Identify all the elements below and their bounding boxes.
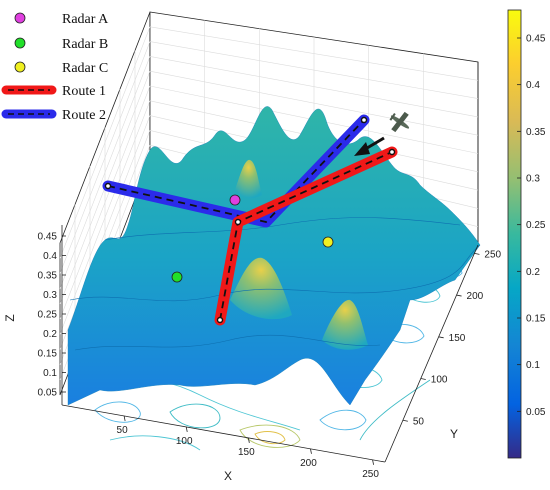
route-endpoint	[360, 116, 368, 124]
route-endpoint	[234, 218, 242, 226]
colorbar-tick-label: 0.05	[526, 407, 546, 418]
radar-c-marker	[322, 236, 334, 248]
colorbar-tick-label: 0.4	[526, 80, 540, 91]
y-tick-label: 150	[449, 333, 466, 344]
z-tick-label: 0.15	[38, 349, 58, 360]
colorbar-tick-label: 0.15	[526, 314, 546, 325]
radar-a-marker	[229, 194, 241, 206]
radar-b-marker	[171, 271, 183, 283]
y-tick-label: 100	[431, 375, 448, 386]
colorbar-tick-label: 0.3	[526, 174, 540, 185]
x-axis-label: X	[224, 469, 232, 483]
legend-radar-c-marker	[14, 61, 26, 73]
colorbar-gradient	[507, 9, 522, 459]
x-tick-label: 50	[117, 425, 129, 436]
z-tick-label: 0.1	[43, 368, 57, 379]
legend-radar-a-marker	[14, 12, 26, 24]
y-tick-mark	[420, 378, 426, 380]
legend-item-route-2: Route 2	[1, 108, 106, 123]
route-2	[102, 114, 370, 228]
surface-fill	[67, 106, 481, 406]
x-tick-mark	[123, 415, 126, 422]
surface-ridge	[104, 217, 461, 241]
y-tick-mark	[474, 252, 480, 255]
legend-route-2-label: Route 2	[62, 108, 106, 123]
z-tick-label: 0.2	[43, 329, 57, 340]
y-tick-mark	[438, 336, 444, 339]
x-tick-mark	[185, 426, 188, 433]
z-tick-label: 0.45	[38, 232, 58, 243]
legend-radar-b-marker	[14, 37, 26, 49]
legend-route-1-label: Route 1	[62, 84, 106, 99]
legend-radar-c-label: Radar C	[62, 61, 108, 76]
legend-item-radar-c: Radar C	[14, 61, 108, 76]
route-endpoints	[104, 116, 396, 324]
colorbar-ticks: 0.05 0.1 0.15 0.2 0.25 0.3 0.35 0.4 0.45	[517, 34, 546, 418]
terrain-surface	[67, 106, 481, 406]
route-endpoint	[388, 148, 396, 156]
x-tick-mark	[372, 459, 374, 465]
z-axis-label: Z	[3, 314, 17, 321]
x-tick-mark	[247, 437, 250, 443]
contour-line	[94, 401, 141, 423]
z-tick-label: 0.4	[43, 251, 57, 262]
surface-ridge	[74, 334, 381, 351]
colorbar-tick-label: 0.25	[526, 220, 546, 231]
contour-line	[239, 424, 301, 448]
x-tick-label: 250	[362, 469, 379, 480]
x-tick-label: 150	[238, 447, 255, 458]
legend-item-route-1: Route 1	[1, 84, 106, 99]
tick-labels: 50 100 150 200 250 50 100 150 200 250 0.05 0.1 0.15 0…	[38, 232, 502, 480]
contour-line	[254, 431, 286, 445]
legend-item-radar-b: Radar B	[14, 37, 108, 52]
y-tick-label: 50	[413, 416, 425, 427]
legend-item-radar-a: Radar A	[14, 12, 109, 27]
surface-ridge	[69, 244, 481, 302]
y-tick-mark	[456, 294, 462, 297]
z-tick-label: 0.3	[43, 290, 57, 301]
front-axes	[61, 225, 479, 463]
x-tick-mark	[310, 448, 312, 454]
colorbar-tick-label: 0.2	[526, 267, 540, 278]
y-tick-mark	[402, 419, 408, 422]
route-2-path	[107, 119, 365, 223]
y-tick-label: 250	[484, 249, 501, 260]
z-tick-label: 0.05	[38, 388, 58, 399]
surface-peak	[322, 299, 368, 350]
x-axis-line	[61, 404, 386, 463]
x-tick-label: 200	[300, 458, 317, 469]
colorbar-tick-label: 0.35	[526, 127, 546, 138]
route-endpoint	[216, 316, 224, 324]
y-axis-line	[384, 244, 479, 463]
surface-peak	[230, 257, 292, 320]
legend-radar-b-label: Radar B	[62, 37, 108, 52]
legend: Radar A Radar B Radar C Route 1 Route 2	[1, 12, 109, 123]
contour-line	[169, 403, 221, 429]
z-tick-label: 0.35	[38, 271, 58, 282]
route-endpoint	[104, 182, 112, 190]
contour-line	[109, 435, 201, 451]
z-tick-label: 0.25	[38, 310, 58, 321]
contour-line	[359, 379, 431, 441]
direction-arrow-icon	[354, 136, 385, 156]
x-tick-label: 100	[176, 436, 193, 447]
contour-line	[319, 409, 367, 431]
y-axis-label: Y	[450, 427, 458, 441]
surface-peak	[235, 159, 262, 199]
y-tick-label: 200	[467, 291, 484, 302]
legend-radar-a-label: Radar A	[62, 12, 109, 27]
colorbar: 0.05 0.1 0.15 0.2 0.25 0.3 0.35 0.4 0.45	[507, 9, 546, 459]
airplane-icon	[389, 111, 410, 133]
colorbar-tick-label: 0.45	[526, 34, 546, 45]
colorbar-tick-label: 0.1	[526, 360, 540, 371]
